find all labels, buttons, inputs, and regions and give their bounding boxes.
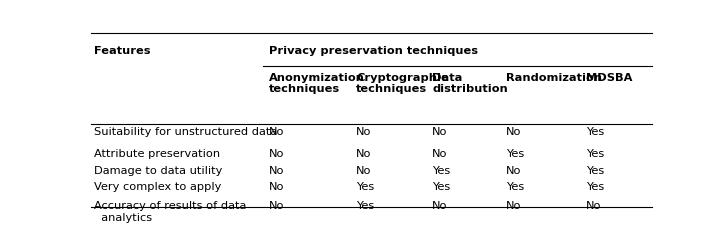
Text: Very complex to apply: Very complex to apply [94, 182, 221, 192]
Text: Anonymization
techniques: Anonymization techniques [269, 73, 365, 94]
Text: No: No [586, 201, 602, 211]
Text: Yes: Yes [356, 201, 374, 211]
Text: Accuracy of results of data
  analytics: Accuracy of results of data analytics [94, 201, 246, 223]
Text: Yes: Yes [506, 182, 524, 192]
Text: Yes: Yes [356, 182, 374, 192]
Text: No: No [506, 165, 521, 176]
Text: No: No [269, 165, 284, 176]
Text: Suitability for unstructured data: Suitability for unstructured data [94, 127, 277, 137]
Text: No: No [356, 127, 372, 137]
Text: Randomization: Randomization [506, 73, 601, 83]
Text: Privacy preservation techniques: Privacy preservation techniques [269, 46, 478, 56]
Text: No: No [269, 149, 284, 159]
Text: Yes: Yes [586, 165, 605, 176]
Text: Yes: Yes [432, 165, 451, 176]
Text: Data
distribution: Data distribution [432, 73, 508, 94]
Text: Yes: Yes [586, 127, 605, 137]
Text: No: No [269, 127, 284, 137]
Text: Features: Features [94, 46, 150, 56]
Text: Damage to data utility: Damage to data utility [94, 165, 222, 176]
Text: No: No [432, 201, 448, 211]
Text: Yes: Yes [506, 149, 524, 159]
Text: No: No [269, 182, 284, 192]
Text: No: No [269, 201, 284, 211]
Text: Attribute preservation: Attribute preservation [94, 149, 220, 159]
Text: Yes: Yes [432, 182, 451, 192]
Text: Yes: Yes [586, 149, 605, 159]
Text: No: No [506, 201, 521, 211]
Text: No: No [356, 149, 372, 159]
Text: No: No [432, 149, 448, 159]
Text: No: No [506, 127, 521, 137]
Text: Cryptographic
techniques: Cryptographic techniques [356, 73, 448, 94]
Text: No: No [432, 127, 448, 137]
Text: MDSBA: MDSBA [586, 73, 633, 83]
Text: No: No [356, 165, 372, 176]
Text: Yes: Yes [586, 182, 605, 192]
